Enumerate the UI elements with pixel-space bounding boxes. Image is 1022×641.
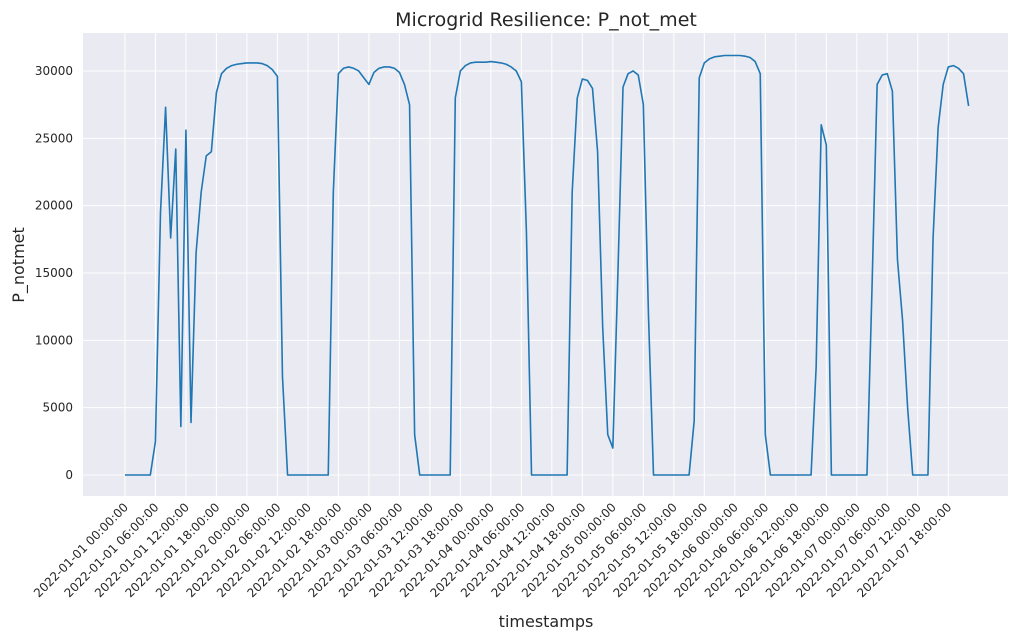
- y-tick-label: 30000: [35, 64, 73, 78]
- y-tick-label: 20000: [35, 199, 73, 213]
- y-tick-label: 0: [65, 468, 73, 482]
- x-axis-label: timestamps: [499, 612, 594, 631]
- y-tick-label: 5000: [42, 401, 73, 415]
- y-tick-label: 15000: [35, 266, 73, 280]
- data-line: [124, 54, 970, 476]
- y-tick-label: 25000: [35, 131, 73, 145]
- y-tick-label: 10000: [35, 333, 73, 347]
- chart-title: Microgrid Resilience: P_not_met: [395, 9, 697, 31]
- plot-area: [83, 33, 1008, 496]
- y-axis-label: P_notmet: [9, 227, 29, 303]
